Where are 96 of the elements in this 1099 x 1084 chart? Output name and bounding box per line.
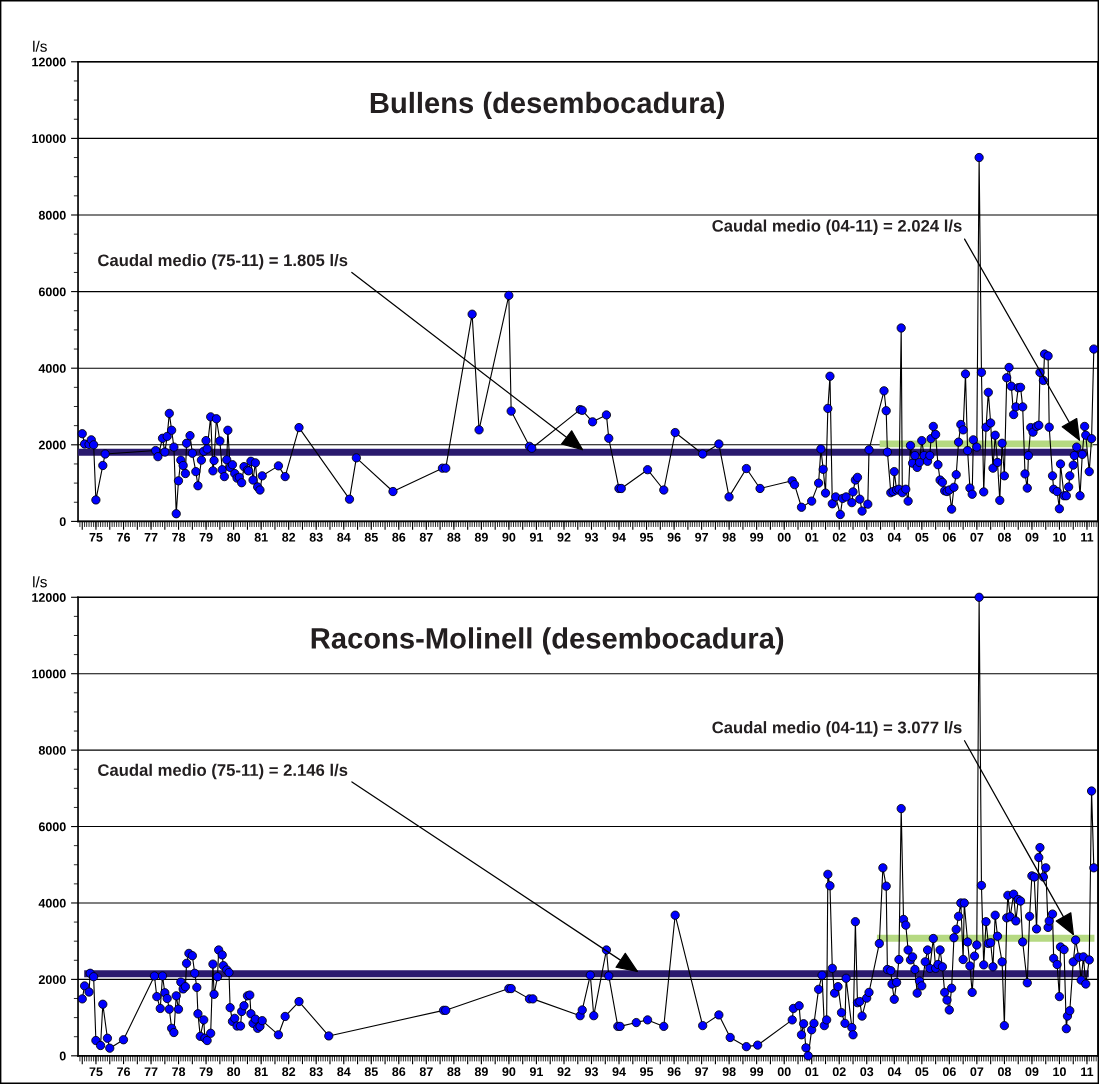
x-tick-label: 95 (640, 532, 654, 542)
x-tick-label: 00 (777, 1067, 791, 1077)
x-tick-label: 80 (227, 532, 241, 542)
x-tick-label: 02 (832, 532, 846, 542)
y-tick-label: 10000 (32, 134, 66, 144)
y-tick-label: 2000 (38, 975, 66, 985)
x-tick-label: 99 (750, 1067, 764, 1077)
y-tick-label: 10000 (32, 669, 66, 679)
y-tick-label: 0 (59, 517, 66, 527)
x-tick-label: 83 (309, 532, 323, 542)
x-tick-label: 85 (364, 532, 378, 542)
text: Caudal medio (04-11) = 3.077 l/s (712, 721, 962, 737)
text: Caudal medio (75-11) = 2.146 l/s (98, 763, 348, 780)
x-tick-label: 79 (199, 532, 213, 542)
x-tick-label: 76 (117, 1067, 131, 1077)
x-tick-label: 98 (722, 532, 736, 542)
y-tick-label: 8000 (38, 210, 66, 220)
x-tick-label: 01 (805, 1067, 819, 1077)
y-tick-label: 8000 (38, 745, 66, 755)
x-tick-label: 90 (502, 1067, 516, 1077)
x-tick-label: 96 (667, 1067, 681, 1077)
x-tick-label: 99 (750, 532, 764, 542)
x-tick-label: 84 (337, 532, 351, 542)
x-tick-label: 94 (612, 1067, 626, 1077)
x-tick-label: 11 (1081, 1067, 1094, 1076)
x-tick-label: 07 (970, 532, 984, 542)
x-tick-label: 93 (584, 532, 599, 542)
x-tick-label: 96 (667, 532, 681, 542)
x-tick-label: 78 (172, 532, 186, 542)
x-tick-label: 82 (282, 1067, 296, 1077)
x-tick-label: 06 (942, 532, 956, 542)
text: Caudal medio (04-11) = 2.024 l/s (712, 219, 962, 236)
x-tick-label: 79 (199, 1067, 213, 1077)
x-tick-label: 94 (612, 532, 626, 542)
x-tick-label: 91 (529, 532, 544, 542)
text: Racons-Molinell (desembocadura) (311, 627, 784, 655)
x-tick-label: 00 (777, 532, 791, 542)
y-tick-label: 12000 (32, 57, 66, 67)
x-tick-label: 92 (557, 1067, 571, 1077)
x-tick-label: 98 (722, 1067, 736, 1077)
x-tick-label: 05 (915, 1067, 929, 1077)
y-tick-label: 6000 (38, 287, 66, 297)
x-tick-label: 88 (447, 1067, 461, 1077)
y-tick-label: 0 (59, 1051, 66, 1061)
x-tick-label: 95 (640, 1067, 654, 1077)
x-tick-label: 11 (1081, 532, 1094, 542)
y-tick-label: 6000 (38, 822, 66, 832)
x-tick-label: 05 (915, 532, 929, 542)
x-tick-label: 85 (364, 1067, 378, 1077)
y-axis-title: l/s (33, 40, 47, 52)
x-tick-label: 10 (1053, 532, 1066, 542)
x-tick-label: 80 (227, 1067, 241, 1077)
x-tick-label: 93 (584, 1067, 599, 1077)
x-tick-label: 77 (144, 532, 158, 542)
x-tick-label: 83 (309, 1067, 323, 1077)
x-tick-label: 09 (1025, 532, 1039, 542)
x-tick-label: 81 (254, 532, 268, 542)
x-tick-label: 88 (447, 532, 461, 542)
x-tick-label: 07 (970, 1067, 984, 1077)
x-tick-label: 97 (695, 1067, 709, 1077)
x-tick-label: 02 (832, 1067, 846, 1077)
x-tick-label: 78 (172, 1067, 186, 1077)
x-tick-label: 03 (860, 532, 874, 542)
x-tick-label: 04 (887, 1067, 902, 1077)
x-tick-label: 06 (942, 1067, 956, 1077)
x-tick-label: 08 (997, 532, 1012, 542)
y-tick-label: 4000 (38, 898, 66, 908)
x-tick-label: 89 (474, 532, 488, 542)
y-tick-label: 12000 (32, 593, 66, 602)
x-tick-label: 97 (695, 532, 709, 542)
x-tick-label: 10 (1053, 1067, 1066, 1077)
y-tick-label: 4000 (38, 364, 66, 373)
x-tick-label: 84 (337, 1067, 351, 1077)
x-tick-label: 86 (392, 1067, 406, 1077)
x-tick-label: 75 (89, 532, 103, 542)
x-tick-label: 08 (997, 1067, 1012, 1077)
text: Bullens (desembocadura) (370, 91, 725, 120)
y-axis-title: l/s (33, 576, 47, 588)
x-tick-label: 77 (144, 1067, 158, 1076)
x-tick-label: 76 (117, 532, 131, 542)
x-tick-label: 86 (392, 532, 406, 542)
x-tick-label: 91 (529, 1067, 544, 1077)
text: Caudal medio (75-11) = 1.805 l/s (98, 253, 348, 270)
y-tick-label: 2000 (38, 440, 66, 450)
x-tick-label: 04 (887, 532, 902, 542)
x-tick-label: 81 (254, 1067, 268, 1077)
x-tick-label: 92 (557, 532, 571, 542)
x-tick-label: 01 (805, 532, 819, 542)
x-tick-label: 89 (474, 1067, 488, 1077)
x-tick-label: 87 (419, 1067, 433, 1077)
x-tick-label: 90 (502, 532, 516, 542)
x-tick-label: 03 (860, 1067, 874, 1077)
x-tick-label: 87 (419, 532, 433, 542)
x-tick-label: 82 (282, 532, 296, 542)
x-tick-label: 09 (1025, 1067, 1039, 1077)
x-tick-label: 75 (89, 1067, 103, 1077)
